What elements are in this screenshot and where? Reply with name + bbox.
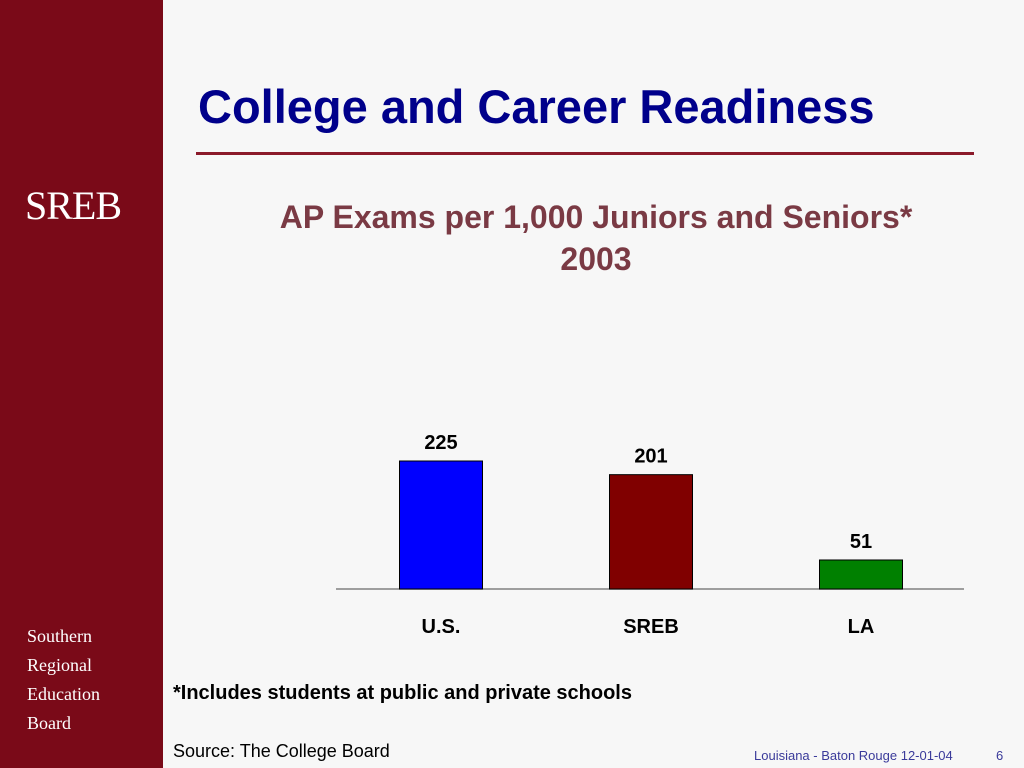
footer-text: Louisiana - Baton Rouge 12-01-04 [754, 748, 953, 763]
bar-la [819, 559, 903, 590]
sidebar: SREB Southern Regional Education Board [0, 0, 163, 768]
org-line: Education [27, 684, 100, 704]
org-line: Southern [27, 626, 92, 646]
chart-title: AP Exams per 1,000 Juniors and Seniors* [279, 199, 913, 235]
data-label: 51 [850, 531, 872, 553]
org-line: Regional [27, 655, 92, 675]
bar-chart: 225 U.S. 201 SREB 51 LA [336, 432, 964, 638]
chart-title-block: AP Exams per 1,000 Juniors and Seniors* … [196, 196, 996, 280]
category-label: U.S. [422, 616, 461, 638]
data-label: 225 [424, 432, 457, 454]
chart-subtitle: 2003 [560, 241, 632, 277]
sreb-logo: SREB [25, 183, 122, 228]
organization-name: Southern Regional Education Board [27, 622, 100, 738]
bar-u-s [399, 460, 483, 590]
category-label: LA [848, 616, 875, 638]
data-label: 201 [634, 446, 667, 468]
footnote: *Includes students at public and private… [173, 682, 632, 704]
slide-title: College and Career Readiness [198, 80, 875, 133]
bar-sreb [609, 474, 693, 590]
source-note: Source: The College Board [173, 741, 390, 761]
org-line: Board [27, 713, 71, 733]
page-number: 6 [996, 748, 1004, 763]
category-label: SREB [623, 616, 679, 638]
title-divider [196, 152, 974, 155]
